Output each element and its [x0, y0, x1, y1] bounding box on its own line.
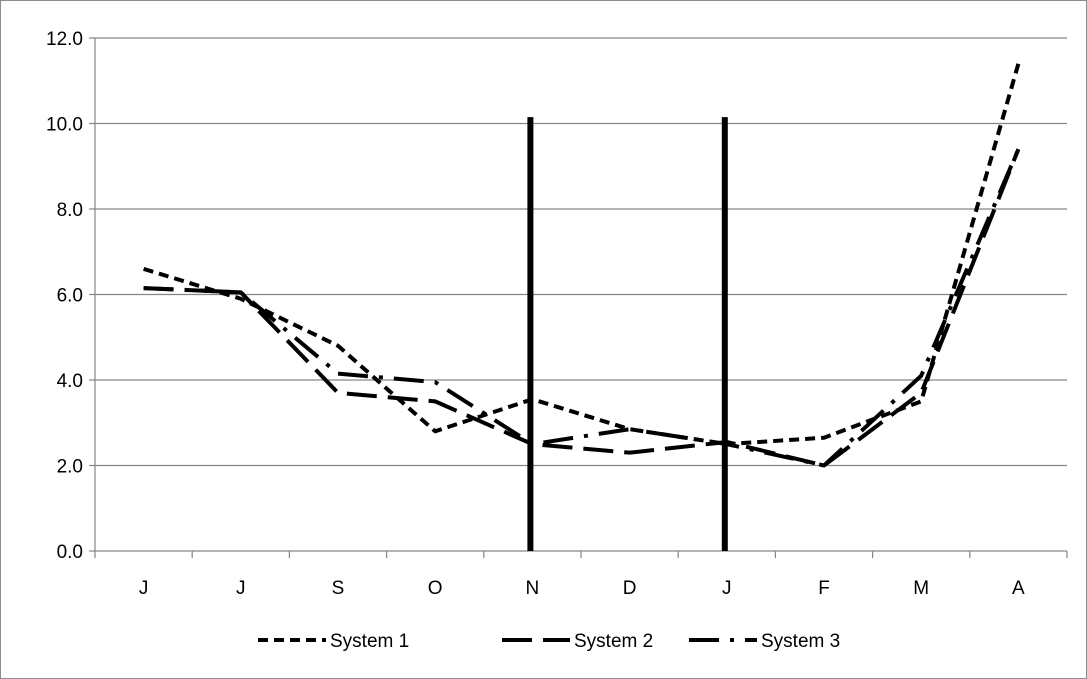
axes — [89, 37, 1068, 558]
y-tick-label: 4.0 — [57, 371, 83, 392]
y-tick-label: 6.0 — [57, 286, 83, 307]
x-tick-label: S — [332, 578, 345, 599]
series-line — [143, 63, 1021, 447]
series-line — [143, 148, 1021, 468]
x-tick-label: F — [818, 578, 830, 599]
vertical-markers — [527, 117, 728, 551]
x-tick-label: M — [913, 578, 929, 599]
y-tick-label: 10.0 — [46, 115, 83, 136]
series-line — [143, 148, 1021, 468]
x-tick-label: J — [236, 578, 246, 599]
series-lines — [143, 63, 1021, 468]
x-tick-label: A — [1012, 578, 1025, 599]
y-tick-label: 12.0 — [46, 29, 83, 50]
y-tick-label: 2.0 — [57, 457, 83, 478]
legend-label: System 3 — [761, 631, 840, 652]
y-tick-label: 0.0 — [57, 542, 83, 563]
y-tick-label: 8.0 — [57, 200, 83, 221]
legend: System 1 System 2 System 3 — [258, 631, 840, 652]
gridlines — [95, 37, 1067, 467]
x-tick-label: J — [139, 578, 149, 599]
legend-label: System 1 — [330, 631, 409, 652]
y-tick-labels: 0.0 2.0 4.0 6.0 8.0 10.0 12.0 — [46, 29, 83, 563]
legend-label: System 2 — [574, 631, 653, 652]
x-tick-label: N — [526, 578, 540, 599]
x-tick-label: J — [722, 578, 732, 599]
x-tick-label: O — [428, 578, 443, 599]
x-tick-label: D — [623, 578, 637, 599]
